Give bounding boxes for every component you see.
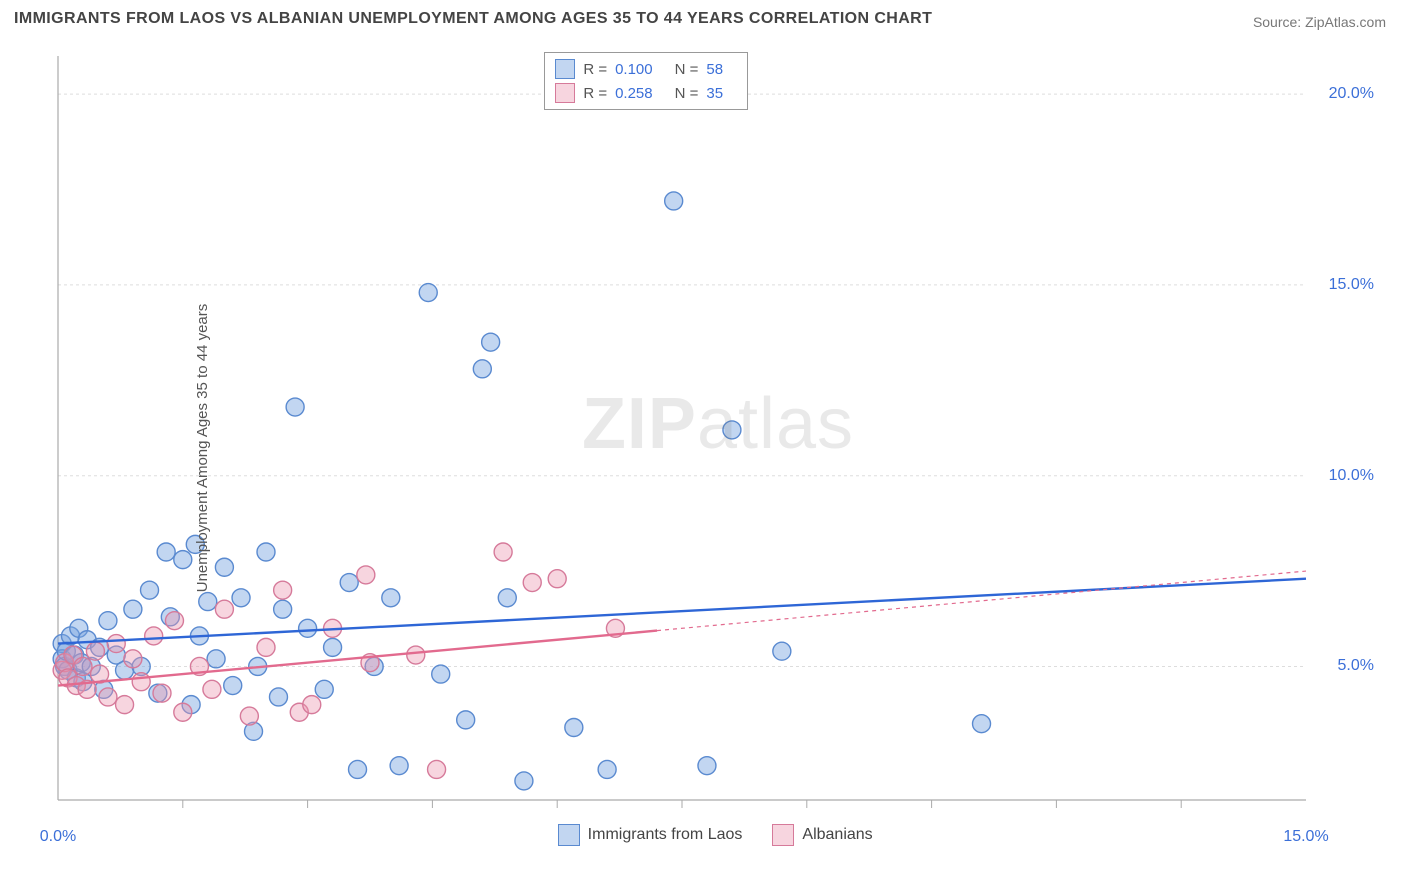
data-point-albanians xyxy=(132,673,150,691)
data-point-laos xyxy=(565,719,583,737)
data-point-laos xyxy=(274,600,292,618)
data-point-albanians xyxy=(357,566,375,584)
data-point-laos xyxy=(773,642,791,660)
data-point-laos xyxy=(498,589,516,607)
chart-title: IMMIGRANTS FROM LAOS VS ALBANIAN UNEMPLO… xyxy=(14,10,932,28)
data-point-laos xyxy=(232,589,250,607)
data-point-albanians xyxy=(124,650,142,668)
data-point-laos xyxy=(473,360,491,378)
data-point-albanians xyxy=(257,638,275,656)
n-value: 35 xyxy=(706,85,723,102)
data-point-albanians xyxy=(240,707,258,725)
data-point-laos xyxy=(390,757,408,775)
data-point-laos xyxy=(324,638,342,656)
data-point-laos xyxy=(99,612,117,630)
data-point-albanians xyxy=(303,696,321,714)
data-point-laos xyxy=(419,284,437,302)
data-point-albanians xyxy=(407,646,425,664)
data-point-laos xyxy=(224,677,242,695)
data-point-albanians xyxy=(174,703,192,721)
data-point-laos xyxy=(698,757,716,775)
n-label: N = xyxy=(675,61,699,78)
legend-swatch-icon xyxy=(558,824,580,846)
data-point-albanians xyxy=(523,574,541,592)
data-point-albanians xyxy=(203,680,221,698)
legend-label: Albanians xyxy=(802,826,872,844)
data-point-laos xyxy=(199,593,217,611)
data-point-laos xyxy=(349,760,367,778)
legend-swatch-icon xyxy=(555,83,575,103)
source-attribution: Source: ZipAtlas.com xyxy=(1253,14,1386,30)
r-value: 0.258 xyxy=(615,85,653,102)
data-point-albanians xyxy=(494,543,512,561)
y-tick-label: 15.0% xyxy=(1329,276,1374,294)
correlation-legend: R = 0.100 N = 58 R = 0.258 N = 35 xyxy=(544,52,748,110)
legend-item-albanians: Albanians xyxy=(772,824,872,846)
legend-item-laos: Immigrants from Laos xyxy=(558,824,743,846)
legend-stat-row-laos: R = 0.100 N = 58 xyxy=(555,57,737,81)
y-axis-label: Unemployment Among Ages 35 to 44 years xyxy=(194,304,211,593)
data-point-laos xyxy=(665,192,683,210)
data-point-albanians xyxy=(153,684,171,702)
n-value: 58 xyxy=(706,61,723,78)
data-point-laos xyxy=(269,688,287,706)
trend-extrapolation-albanians xyxy=(657,571,1306,631)
data-point-albanians xyxy=(74,657,92,675)
data-point-laos xyxy=(340,574,358,592)
data-point-laos xyxy=(299,619,317,637)
data-point-albanians xyxy=(428,760,446,778)
chart-canvas xyxy=(50,48,1386,848)
scatter-plot: Unemployment Among Ages 35 to 44 years Z… xyxy=(50,48,1386,848)
data-point-laos xyxy=(257,543,275,561)
r-value: 0.100 xyxy=(615,61,653,78)
data-point-laos xyxy=(315,680,333,698)
r-label: R = xyxy=(583,85,607,102)
data-point-laos xyxy=(174,551,192,569)
legend-label: Immigrants from Laos xyxy=(588,826,743,844)
data-point-laos xyxy=(157,543,175,561)
data-point-albanians xyxy=(274,581,292,599)
data-point-laos xyxy=(432,665,450,683)
data-point-laos xyxy=(973,715,991,733)
data-point-laos xyxy=(723,421,741,439)
y-tick-label: 10.0% xyxy=(1329,467,1374,485)
n-label: N = xyxy=(675,85,699,102)
data-point-laos xyxy=(598,760,616,778)
data-point-laos xyxy=(215,558,233,576)
data-point-laos xyxy=(515,772,533,790)
data-point-albanians xyxy=(548,570,566,588)
data-point-laos xyxy=(482,333,500,351)
data-point-laos xyxy=(207,650,225,668)
data-point-albanians xyxy=(86,642,104,660)
x-tick-label: 0.0% xyxy=(40,828,76,846)
data-point-albanians xyxy=(99,688,117,706)
data-point-albanians xyxy=(145,627,163,645)
legend-swatch-icon xyxy=(772,824,794,846)
legend-swatch-icon xyxy=(555,59,575,79)
data-point-laos xyxy=(286,398,304,416)
series-legend: Immigrants from Laos Albanians xyxy=(558,824,873,846)
x-tick-label: 15.0% xyxy=(1283,828,1328,846)
trend-line-laos xyxy=(58,579,1306,644)
data-point-albanians xyxy=(107,635,125,653)
r-label: R = xyxy=(583,61,607,78)
data-point-laos xyxy=(124,600,142,618)
data-point-laos xyxy=(141,581,159,599)
data-point-laos xyxy=(457,711,475,729)
data-point-albanians xyxy=(165,612,183,630)
y-tick-label: 5.0% xyxy=(1338,657,1374,675)
legend-stat-row-albanians: R = 0.258 N = 35 xyxy=(555,81,737,105)
data-point-albanians xyxy=(215,600,233,618)
y-tick-label: 20.0% xyxy=(1329,85,1374,103)
data-point-albanians xyxy=(116,696,134,714)
data-point-laos xyxy=(382,589,400,607)
